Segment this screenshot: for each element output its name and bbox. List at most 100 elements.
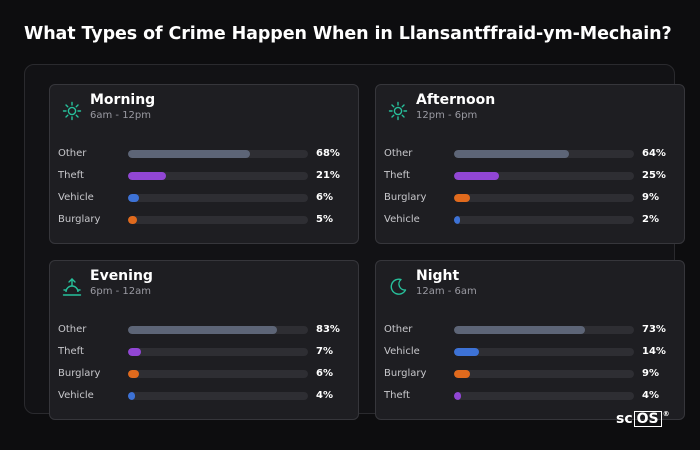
- sun-icon: [388, 101, 408, 121]
- page-title: What Types of Crime Happen When in Llans…: [24, 24, 672, 44]
- value-label: 83%: [316, 324, 340, 335]
- bar-track: [454, 392, 634, 400]
- logo-registered-mark: ®: [662, 410, 670, 418]
- value-label: 5%: [316, 214, 333, 225]
- bar-row: Burglary 6%: [58, 367, 348, 381]
- category-label: Vehicle: [384, 214, 420, 225]
- bar-track: [128, 150, 308, 158]
- bar-row: Other 83%: [58, 323, 348, 337]
- bar-track: [128, 370, 308, 378]
- bar-row: Vehicle 14%: [384, 345, 674, 359]
- value-label: 64%: [642, 148, 666, 159]
- period-card-afternoon: Afternoon 12pm - 6pm Other 64% Theft 25% Burgl…: [375, 84, 685, 244]
- category-label: Theft: [58, 170, 84, 181]
- category-label: Theft: [58, 346, 84, 357]
- category-label: Vehicle: [58, 192, 94, 203]
- bar-track: [128, 194, 308, 202]
- category-label: Vehicle: [384, 346, 420, 357]
- category-label: Burglary: [384, 192, 427, 203]
- bar-row: Burglary 9%: [384, 191, 674, 205]
- bar-track: [454, 326, 634, 334]
- card-time-range: 12pm - 6pm: [416, 110, 478, 121]
- category-label: Theft: [384, 390, 410, 401]
- bar: [454, 150, 570, 158]
- bar-row: Vehicle 4%: [58, 389, 348, 403]
- bar-row: Vehicle 2%: [384, 213, 674, 227]
- bar-row: Other 64%: [384, 147, 674, 161]
- bar: [454, 326, 586, 334]
- value-label: 25%: [642, 170, 666, 181]
- category-label: Burglary: [58, 368, 101, 379]
- value-label: 73%: [642, 324, 666, 335]
- card-title: Afternoon: [416, 92, 496, 108]
- bar-track: [128, 172, 308, 180]
- bar-track: [128, 216, 308, 224]
- bar-track: [454, 194, 634, 202]
- value-label: 6%: [316, 368, 333, 379]
- bar: [128, 194, 139, 202]
- scos-logo: sc OS ®: [616, 410, 670, 428]
- bar-row: Burglary 9%: [384, 367, 674, 381]
- sun-icon: [62, 101, 82, 121]
- logo-text-box: OS: [633, 411, 662, 427]
- category-label: Other: [384, 324, 413, 335]
- bar: [128, 150, 251, 158]
- bar-row: Vehicle 6%: [58, 191, 348, 205]
- bar-track: [128, 348, 308, 356]
- bar: [128, 392, 136, 400]
- bar: [128, 216, 137, 224]
- value-label: 4%: [316, 390, 333, 401]
- bar-track: [454, 150, 634, 158]
- bar-track: [454, 172, 634, 180]
- bar: [454, 172, 499, 180]
- bar-track: [128, 392, 308, 400]
- bar-row: Other 73%: [384, 323, 674, 337]
- card-time-range: 6pm - 12am: [90, 286, 152, 297]
- value-label: 2%: [642, 214, 659, 225]
- moon-icon: [388, 277, 408, 297]
- logo-text-pre: sc: [616, 411, 633, 427]
- card-title: Morning: [90, 92, 156, 108]
- bar: [454, 194, 471, 202]
- bar-row: Theft 21%: [58, 169, 348, 183]
- bar-row: Theft 7%: [58, 345, 348, 359]
- category-label: Burglary: [384, 368, 427, 379]
- bar-row: Theft 25%: [384, 169, 674, 183]
- sunset-icon: [62, 277, 82, 297]
- value-label: 9%: [642, 368, 659, 379]
- bar: [128, 348, 141, 356]
- period-card-evening: Evening 6pm - 12am Other 83% Theft 7% Burglary…: [49, 260, 359, 420]
- value-label: 6%: [316, 192, 333, 203]
- bar: [128, 326, 278, 334]
- card-time-range: 6am - 12pm: [90, 110, 152, 121]
- bar-row: Theft 4%: [384, 389, 674, 403]
- card-title: Night: [416, 268, 460, 284]
- category-label: Burglary: [58, 214, 101, 225]
- bar-track: [454, 348, 634, 356]
- category-label: Other: [58, 148, 87, 159]
- card-time-range: 12am - 6am: [416, 286, 477, 297]
- value-label: 9%: [642, 192, 659, 203]
- period-card-night: Night 12am - 6am Other 73% Vehicle 14% Burglar…: [375, 260, 685, 420]
- value-label: 21%: [316, 170, 340, 181]
- category-label: Vehicle: [58, 390, 94, 401]
- category-label: Theft: [384, 170, 410, 181]
- bar: [454, 216, 460, 224]
- value-label: 4%: [642, 390, 659, 401]
- bar-row: Burglary 5%: [58, 213, 348, 227]
- bar-row: Other 68%: [58, 147, 348, 161]
- card-title: Evening: [90, 268, 153, 284]
- value-label: 7%: [316, 346, 333, 357]
- bar: [128, 370, 139, 378]
- bar: [128, 172, 166, 180]
- bar-track: [128, 326, 308, 334]
- bar: [454, 348, 480, 356]
- category-label: Other: [58, 324, 87, 335]
- period-card-morning: Morning 6am - 12pm Other 68% Theft 21% Vehicle…: [49, 84, 359, 244]
- category-label: Other: [384, 148, 413, 159]
- value-label: 68%: [316, 148, 340, 159]
- bar: [454, 392, 462, 400]
- bar-track: [454, 216, 634, 224]
- bar: [454, 370, 471, 378]
- value-label: 14%: [642, 346, 666, 357]
